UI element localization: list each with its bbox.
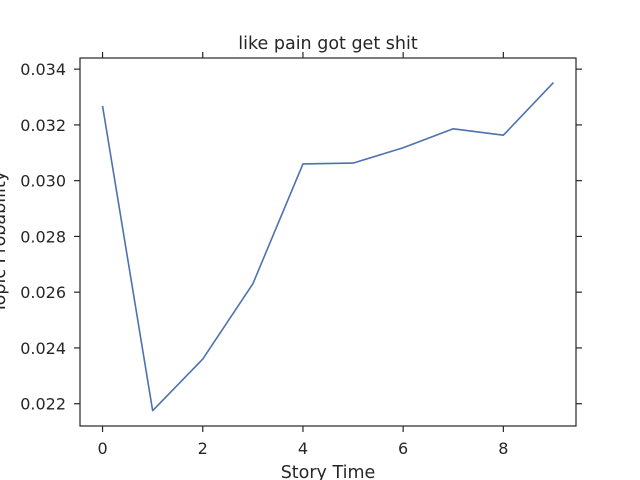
x-tick-label: 4 [298,439,308,458]
x-axis-label: Story Time [281,463,376,480]
series-group [101,81,555,412]
x-tick-label: 8 [498,439,508,458]
y-tick-label: 0.026 [20,283,66,302]
y-tick-label: 0.030 [20,172,66,191]
y-tick-label: 0.028 [20,227,66,246]
tick-labels: 0 2 4 6 8 0.022 0.024 0.026 0.028 0.030 0.032 0.034 [20,60,508,458]
y-axis-label: Topic Probability [0,171,10,314]
y-tick-label: 0.022 [20,395,66,414]
axis-ticks [74,52,582,432]
x-tick-label: 0 [97,439,107,458]
x-tick-label: 6 [398,439,408,458]
y-tick-label: 0.024 [20,339,66,358]
chart-title: like pain got get shit [238,34,418,54]
x-tick-label: 2 [198,439,208,458]
series-line [101,81,555,412]
plot-area [79,57,577,427]
y-tick-label: 0.032 [20,116,66,135]
y-tick-label: 0.034 [20,60,66,79]
